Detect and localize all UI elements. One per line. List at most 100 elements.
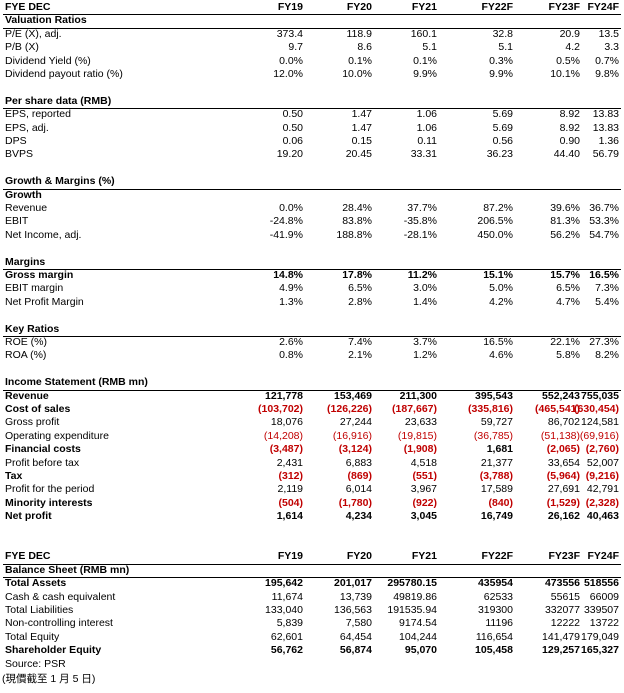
row-value: 20.9 bbox=[559, 27, 580, 40]
row-label: Profit for the period bbox=[5, 483, 95, 496]
row-value: 10.0% bbox=[342, 68, 372, 80]
row-label: Gross margin bbox=[5, 269, 74, 281]
row-value: 28.4% bbox=[342, 202, 372, 214]
row-value: 4,234 bbox=[345, 510, 372, 523]
row-value: 2,431 bbox=[276, 456, 303, 469]
row-value: -28.1% bbox=[403, 228, 437, 241]
section-title: Balance Sheet (RMB mn) bbox=[5, 563, 130, 576]
section-title: Margins bbox=[5, 255, 46, 268]
row-label: EPS, reported bbox=[5, 108, 71, 121]
row-label: Non-controlling interest bbox=[5, 617, 113, 630]
row-value: 121,778 bbox=[265, 389, 303, 402]
row-value: 56.79 bbox=[592, 148, 619, 161]
row-label: Operating expenditure bbox=[5, 429, 109, 442]
row-value: 4,518 bbox=[410, 456, 437, 469]
row-value: 54.7% bbox=[589, 228, 619, 241]
row-value: 40,463 bbox=[586, 510, 619, 523]
header-label: FYE DEC bbox=[5, 1, 51, 13]
row-value: 19.20 bbox=[276, 148, 303, 161]
rule bbox=[3, 336, 621, 337]
row-value: 11,674 bbox=[271, 590, 303, 603]
row-value: (14,208) bbox=[263, 429, 303, 442]
row-value: 0.1% bbox=[413, 54, 437, 67]
row-value: 129,257 bbox=[542, 644, 580, 657]
row-value: 3.3 bbox=[604, 41, 619, 54]
row-value: (1,529) bbox=[546, 496, 580, 509]
row-value: 0.50 bbox=[282, 121, 303, 134]
row-value: (19,815) bbox=[397, 429, 437, 442]
row-value: 4.6% bbox=[489, 349, 513, 362]
row-value: (3,124) bbox=[338, 443, 372, 456]
row-label: Cost of sales bbox=[5, 403, 71, 415]
row-value: 3.7% bbox=[413, 336, 437, 348]
header-year: FY24F bbox=[587, 550, 619, 563]
row-value: (3,487) bbox=[269, 443, 303, 456]
section-title: Income Statement (RMB mn) bbox=[5, 376, 148, 389]
row-value: 0.50 bbox=[282, 108, 303, 121]
row-value: (551) bbox=[412, 470, 437, 482]
row-label: Revenue bbox=[5, 202, 48, 214]
row-value: 16,749 bbox=[480, 510, 513, 523]
row-value: 206.5% bbox=[477, 215, 513, 228]
row-value: 4.2 bbox=[565, 41, 580, 54]
row-value: 6.5% bbox=[556, 282, 580, 295]
row-value: 4.9% bbox=[279, 282, 303, 295]
row-value: 133,040 bbox=[265, 604, 303, 616]
row-label: Tax bbox=[5, 470, 23, 482]
row-value: 21,377 bbox=[480, 456, 513, 469]
row-value: 66009 bbox=[589, 590, 619, 603]
row-value: -24.8% bbox=[269, 215, 303, 228]
row-value: 56,874 bbox=[339, 644, 372, 657]
row-label: Profit before tax bbox=[5, 456, 80, 469]
row-value: 6.5% bbox=[348, 282, 372, 295]
row-value: (2,065) bbox=[546, 443, 580, 456]
row-value: (335,816) bbox=[468, 403, 513, 415]
row-value: 53.3% bbox=[589, 215, 619, 228]
row-value: (51,138) bbox=[540, 429, 580, 442]
header-year: FY20 bbox=[346, 1, 372, 13]
row-value: (465,541) bbox=[535, 403, 580, 415]
section-title: Key Ratios bbox=[5, 322, 60, 335]
row-value: (869) bbox=[347, 470, 372, 482]
source: Source: PSR bbox=[5, 657, 66, 670]
row-value: 0.7% bbox=[595, 54, 619, 67]
row-label: BVPS bbox=[5, 148, 34, 161]
rule bbox=[3, 577, 621, 579]
row-value: (126,226) bbox=[327, 403, 372, 415]
row-value: 118.9 bbox=[346, 27, 373, 40]
rule bbox=[3, 563, 621, 565]
row-value: 8.92 bbox=[559, 121, 580, 134]
row-label: Total Liabilities bbox=[5, 604, 74, 616]
rule bbox=[3, 108, 621, 110]
row-value: (103,702) bbox=[258, 403, 303, 415]
row-value: 7.3% bbox=[595, 282, 619, 295]
row-label: Dividend Yield (%) bbox=[5, 54, 91, 67]
row-value: 5,839 bbox=[276, 617, 303, 630]
rule bbox=[3, 389, 621, 391]
row-value: 755,035 bbox=[581, 389, 619, 402]
row-value: 16.5% bbox=[589, 269, 619, 281]
row-value: 0.3% bbox=[489, 54, 513, 67]
row-label: Total Equity bbox=[5, 630, 60, 643]
row-value: 13722 bbox=[589, 617, 619, 630]
row-value: 95,070 bbox=[404, 644, 437, 657]
row-value: 62,601 bbox=[270, 630, 303, 643]
row-value: 55615 bbox=[550, 590, 580, 603]
row-value: 0.5% bbox=[556, 54, 580, 67]
row-label: Net Profit Margin bbox=[5, 295, 84, 308]
row-value: 10.1% bbox=[550, 68, 580, 80]
row-value: 14.8% bbox=[273, 269, 303, 281]
row-value: 1.47 bbox=[351, 108, 372, 121]
row-value: 8.6 bbox=[357, 41, 372, 54]
row-label: P/E (X), adj. bbox=[5, 27, 62, 40]
header-year: FY21 bbox=[411, 1, 437, 13]
row-value: 201,017 bbox=[334, 577, 372, 590]
row-label: Revenue bbox=[5, 389, 49, 402]
row-value: 86,702 bbox=[547, 416, 580, 429]
row-value: 1.36 bbox=[598, 135, 619, 147]
rule bbox=[3, 14, 621, 16]
row-value: (2,328) bbox=[585, 496, 619, 509]
row-value: 5.8% bbox=[556, 349, 580, 362]
row-value: 116,654 bbox=[475, 630, 513, 643]
